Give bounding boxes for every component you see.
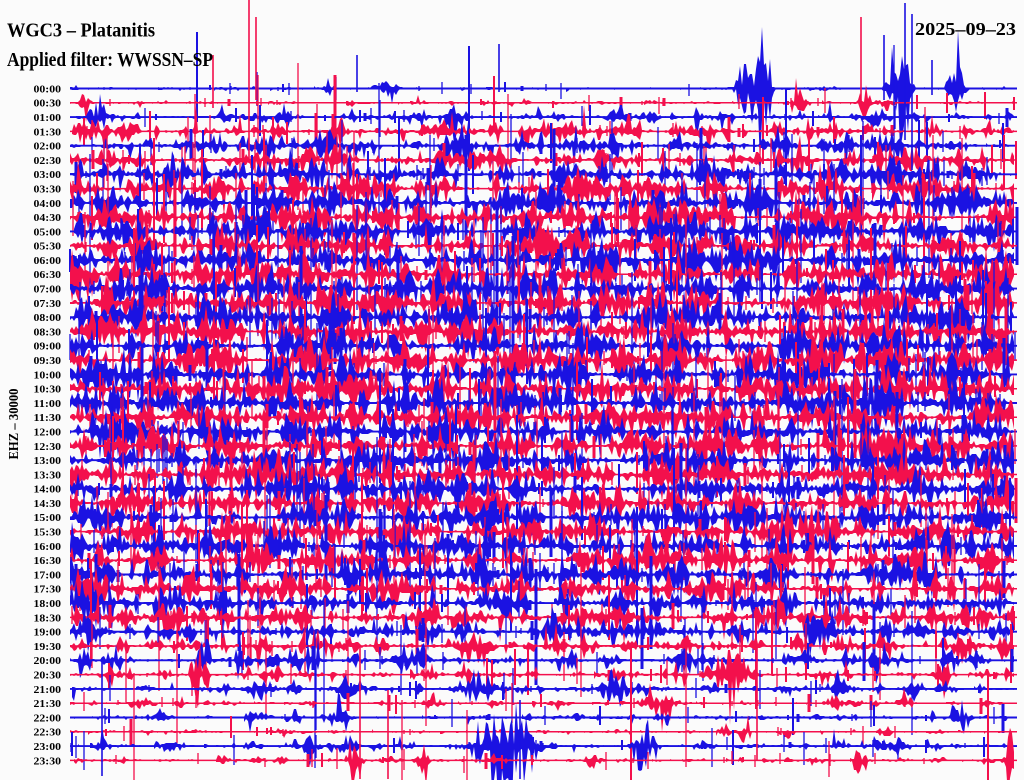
svg-text:01:30: 01:30 [34,126,62,138]
svg-text:02:30: 02:30 [34,155,62,167]
svg-text:09:00: 09:00 [34,341,62,353]
svg-text:09:30: 09:30 [34,355,62,367]
svg-text:12:00: 12:00 [34,427,62,439]
svg-text:02:00: 02:00 [34,141,62,153]
svg-text:04:00: 04:00 [34,198,62,210]
svg-text:19:30: 19:30 [34,641,62,653]
svg-text:19:00: 19:00 [34,627,62,639]
svg-text:13:30: 13:30 [34,469,62,481]
svg-text:15:30: 15:30 [34,527,62,539]
svg-text:Applied filter: WWSSN–SP: Applied filter: WWSSN–SP [7,49,213,71]
svg-text:15:00: 15:00 [34,512,62,524]
svg-text:05:00: 05:00 [34,226,62,238]
svg-text:07:00: 07:00 [34,284,62,296]
svg-text:12:30: 12:30 [34,441,62,453]
svg-text:11:30: 11:30 [34,412,62,424]
svg-text:17:30: 17:30 [34,584,62,596]
svg-text:22:30: 22:30 [34,727,62,739]
svg-text:21:00: 21:00 [34,684,62,696]
svg-text:18:30: 18:30 [34,612,62,624]
svg-text:23:00: 23:00 [34,741,62,753]
svg-text:01:00: 01:00 [34,112,62,124]
svg-text:03:30: 03:30 [34,184,62,196]
svg-text:16:00: 16:00 [34,541,62,553]
svg-text:03:00: 03:00 [34,169,62,181]
svg-text:14:30: 14:30 [34,498,62,510]
svg-text:18:00: 18:00 [34,598,62,610]
svg-text:06:30: 06:30 [34,269,62,281]
svg-text:20:00: 20:00 [34,655,62,667]
svg-text:10:30: 10:30 [34,384,62,396]
svg-text:EHZ – 30000: EHZ – 30000 [7,389,22,460]
svg-text:17:00: 17:00 [34,569,62,581]
svg-text:08:30: 08:30 [34,326,62,338]
svg-text:00:00: 00:00 [34,83,62,95]
svg-text:06:00: 06:00 [34,255,62,267]
svg-text:00:30: 00:30 [34,98,62,110]
svg-text:16:30: 16:30 [34,555,62,567]
svg-text:08:00: 08:00 [34,312,62,324]
svg-text:23:30: 23:30 [34,755,62,767]
svg-text:07:30: 07:30 [34,298,62,310]
svg-text:13:00: 13:00 [34,455,62,467]
svg-text:04:30: 04:30 [34,212,62,224]
svg-text:14:00: 14:00 [34,484,62,496]
svg-text:21:30: 21:30 [34,698,62,710]
svg-text:20:30: 20:30 [34,670,62,682]
svg-text:11:00: 11:00 [34,398,62,410]
svg-text:22:00: 22:00 [34,712,62,724]
svg-text:10:00: 10:00 [34,369,62,381]
svg-text:WGC3 – Platanitis: WGC3 – Platanitis [7,19,155,41]
svg-text:2025–09–23: 2025–09–23 [915,19,1016,39]
svg-text:05:30: 05:30 [34,241,62,253]
